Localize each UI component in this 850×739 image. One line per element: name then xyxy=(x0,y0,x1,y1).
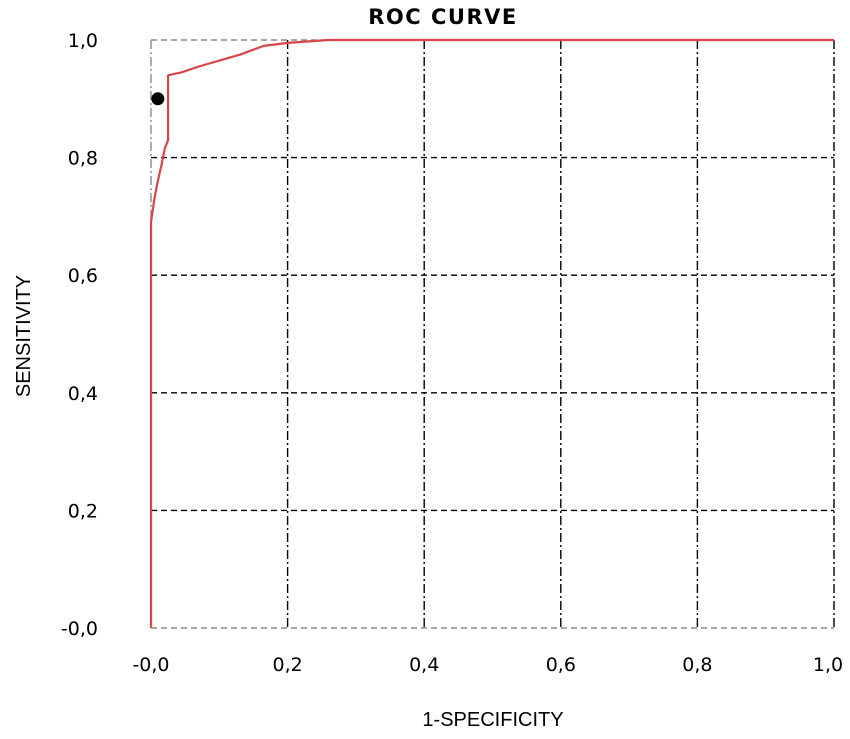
x-tick-label: 0,2 xyxy=(272,654,302,676)
x-tick-label: 1,0 xyxy=(813,654,843,676)
x-tick-label: 0,4 xyxy=(409,654,439,676)
x-axis-title: 1-SPECIFICITY xyxy=(422,709,563,731)
cutoff-point xyxy=(151,92,165,106)
y-tick-label: 0,2 xyxy=(68,500,98,522)
roc-curve-line xyxy=(149,38,834,628)
y-tick-label: 0,8 xyxy=(68,148,98,170)
tick-labels: -0,0 0,2 0,4 0,6 0,8 1,0 -0,0 0,2 0,4 0,6 0,8 1,0 xyxy=(61,30,843,676)
x-tick-label: 0,6 xyxy=(546,654,576,676)
y-tick-label: 0,6 xyxy=(68,265,98,287)
x-tick-label: -0,0 xyxy=(132,654,169,676)
series-layer xyxy=(149,38,834,628)
y-tick-label: 0,4 xyxy=(68,383,98,405)
chart-title: ROC CURVE xyxy=(368,5,517,29)
grid xyxy=(150,39,835,629)
point-layer xyxy=(151,92,165,106)
y-tick-label: 1,0 xyxy=(68,30,98,52)
x-tick-label: 0,8 xyxy=(682,654,712,676)
y-axis-title: SENSITIVITY xyxy=(13,275,35,397)
y-tick-label: -0,0 xyxy=(61,618,98,640)
